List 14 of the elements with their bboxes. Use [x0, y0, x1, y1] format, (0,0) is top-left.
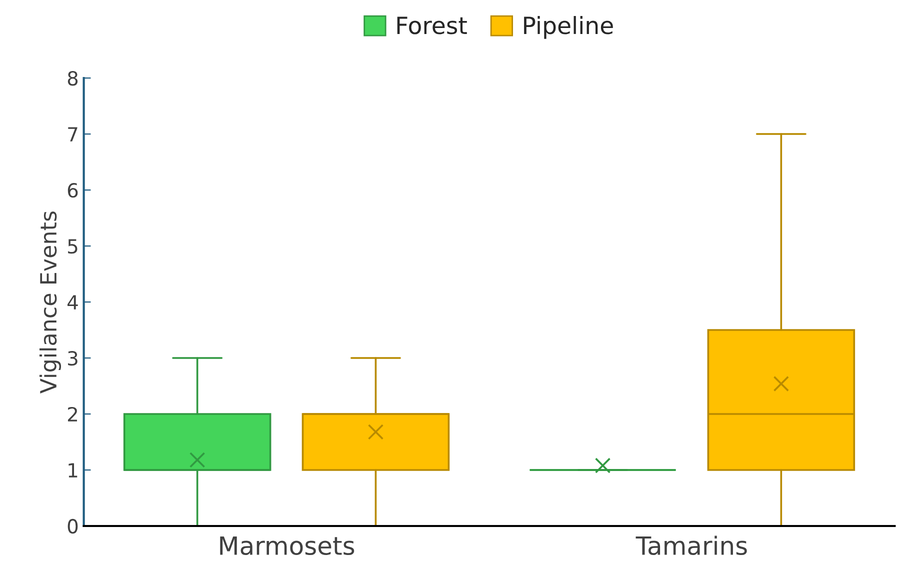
y-axis-title: Vigilance Events [40, 211, 62, 394]
legend-label: Pipeline [524, 16, 613, 39]
legend-label: Forest [397, 16, 467, 34]
y-tick-label: 7 [68, 127, 78, 142]
y-tick-label: 2 [68, 406, 77, 422]
y-tick-label: 5 [68, 239, 78, 254]
y-tick-label: 6 [68, 182, 78, 198]
y-tick-label: 3 [68, 350, 78, 366]
y-tick-label: 4 [68, 295, 78, 310]
y-tick-label: 0 [68, 518, 78, 534]
y-tick-label: 1 [68, 463, 78, 478]
y-tick-label: 8 [68, 70, 78, 86]
x-tick-label: Marmosets [220, 536, 354, 556]
x-tick-label: Tamarins [636, 536, 747, 556]
